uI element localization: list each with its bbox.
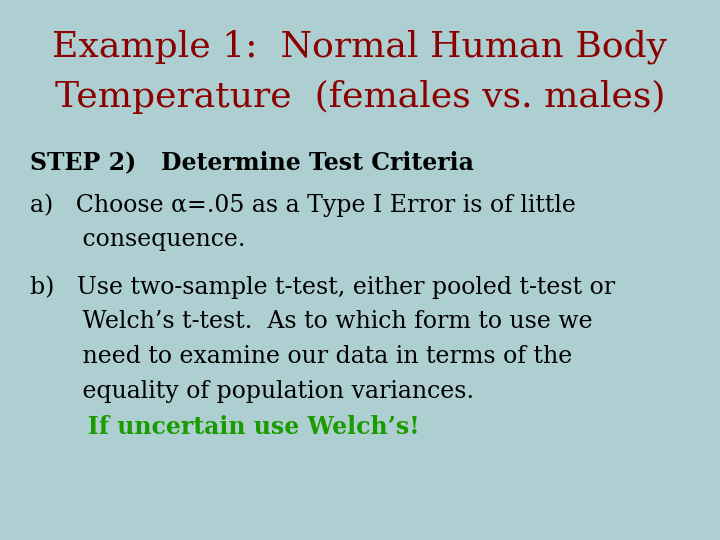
Text: STEP 2)   Determine Test Criteria: STEP 2) Determine Test Criteria (30, 150, 474, 174)
Text: Example 1:  Normal Human Body: Example 1: Normal Human Body (53, 30, 667, 64)
Text: equality of population variances.: equality of population variances. (30, 380, 474, 403)
Text: If uncertain use Welch’s!: If uncertain use Welch’s! (30, 415, 420, 439)
Text: a)   Choose α=.05 as a Type I Error is of little: a) Choose α=.05 as a Type I Error is of … (30, 193, 576, 217)
Text: Welch’s t-test.  As to which form to use we: Welch’s t-test. As to which form to use … (30, 310, 593, 333)
Text: Temperature  (females vs. males): Temperature (females vs. males) (55, 80, 665, 114)
Text: need to examine our data in terms of the: need to examine our data in terms of the (30, 345, 572, 368)
Text: consequence.: consequence. (30, 228, 246, 251)
Text: b)   Use two-sample t-test, either pooled t-test or: b) Use two-sample t-test, either pooled … (30, 275, 615, 299)
